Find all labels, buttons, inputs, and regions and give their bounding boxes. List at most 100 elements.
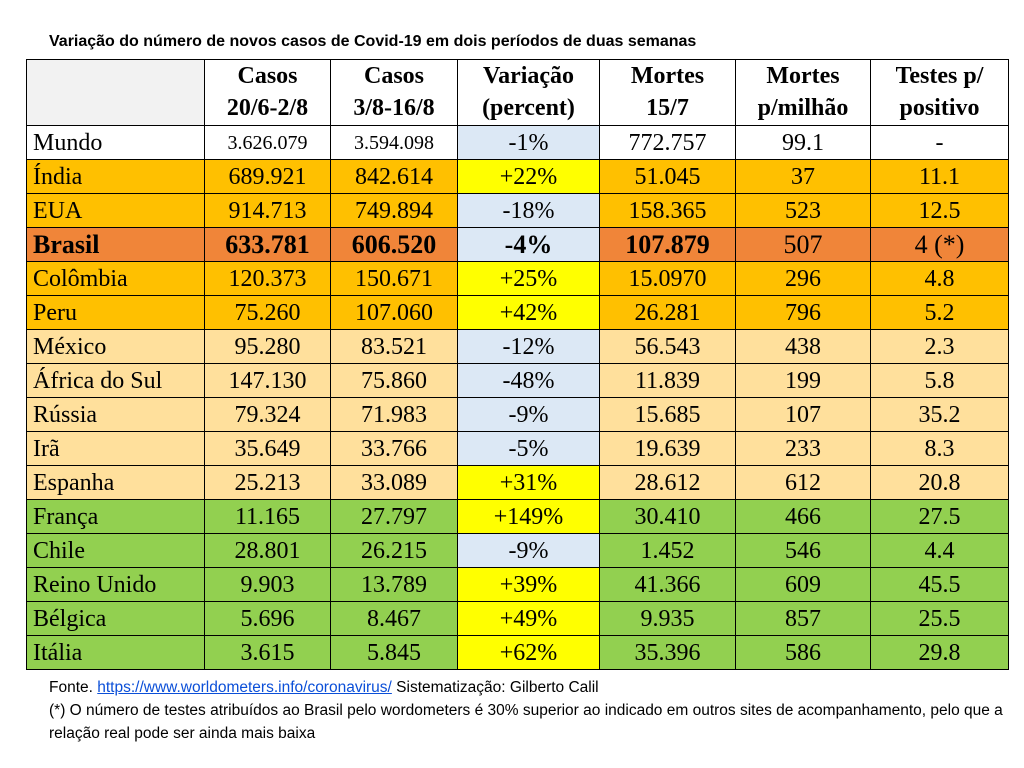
cell-mortes-por-milhao: 523 <box>735 193 871 228</box>
table-row: Reino Unido 9.903 13.789 +39% 41.366 609 45.5 <box>26 567 1009 602</box>
cell-testes-por-positivo: 11.1 <box>870 159 1009 194</box>
cell-mortes: 41.366 <box>599 567 736 602</box>
header-corner-cell <box>26 59 205 126</box>
cell-mortes-por-milhao: 609 <box>735 567 871 602</box>
header-line: Casos <box>237 63 298 90</box>
table-row: Itália 3.615 5.845 +62% 35.396 586 29.8 <box>26 635 1009 670</box>
table-row: França 11.165 27.797 +149% 30.410 466 27.5 <box>26 499 1009 534</box>
cell-mortes-por-milhao: 99.1 <box>735 125 871 160</box>
source-prefix: Fonte. <box>49 679 98 696</box>
cell-casos-periodo-2: 75.860 <box>330 363 458 398</box>
cell-testes-por-positivo: 4.4 <box>870 533 1009 568</box>
cell-casos-periodo-2: 33.089 <box>330 465 458 500</box>
cell-casos-periodo-2: 150.671 <box>330 261 458 296</box>
cell-testes-por-positivo: 4 (*) <box>870 227 1009 262</box>
cell-casos-periodo-2: 27.797 <box>330 499 458 534</box>
cell-mortes: 158.365 <box>599 193 736 228</box>
cell-country: Mundo <box>26 125 205 160</box>
cell-casos-periodo-2: 107.060 <box>330 295 458 330</box>
cell-casos-periodo-2: 26.215 <box>330 533 458 568</box>
cell-variacao: +149% <box>457 499 600 534</box>
covid-cases-table: Casos 20/6-2/8 Casos 3/8-16/8 Variação (… <box>26 59 1009 670</box>
cell-country: Reino Unido <box>26 567 205 602</box>
table-row: México 95.280 83.521 -12% 56.543 438 2.3 <box>26 329 1009 364</box>
header-line: Testes p/ <box>895 63 984 90</box>
source-link[interactable]: https://www.worldometers.info/coronaviru… <box>97 679 392 696</box>
cell-mortes-por-milhao: 233 <box>735 431 871 466</box>
cell-mortes: 30.410 <box>599 499 736 534</box>
footer-notes: Fonte. https://www.worldometers.info/cor… <box>49 676 1014 745</box>
cell-variacao: -1% <box>457 125 600 160</box>
header-line: Mortes <box>630 63 705 90</box>
cell-variacao: -4% <box>457 227 600 262</box>
cell-casos-periodo-1: 3.626.079 <box>204 125 331 160</box>
cell-variacao: -18% <box>457 193 600 228</box>
cell-testes-por-positivo: 8.3 <box>870 431 1009 466</box>
document-title: Variação do número de novos casos de Cov… <box>49 33 697 50</box>
header-testes-por-positivo: Testes p/ positivo <box>870 59 1009 126</box>
cell-casos-periodo-2: 8.467 <box>330 601 458 636</box>
cell-country: EUA <box>26 193 205 228</box>
header-line: (percent) <box>482 94 575 121</box>
cell-casos-periodo-1: 5.696 <box>204 601 331 636</box>
header-line: Casos <box>363 63 424 90</box>
cell-casos-periodo-1: 120.373 <box>204 261 331 296</box>
cell-testes-por-positivo: 45.5 <box>870 567 1009 602</box>
cell-variacao: -5% <box>457 431 600 466</box>
cell-casos-periodo-2: 3.594.098 <box>330 125 458 160</box>
cell-country: Irã <box>26 431 205 466</box>
table-row: Espanha 25.213 33.089 +31% 28.612 612 20.8 <box>26 465 1009 500</box>
cell-casos-periodo-1: 95.280 <box>204 329 331 364</box>
table-row: Índia 689.921 842.614 +22% 51.045 37 11.1 <box>26 159 1009 194</box>
cell-testes-por-positivo: 5.8 <box>870 363 1009 398</box>
cell-testes-por-positivo: 2.3 <box>870 329 1009 364</box>
cell-mortes: 51.045 <box>599 159 736 194</box>
table-row: Mundo 3.626.079 3.594.098 -1% 772.757 99.1- <box>26 125 1009 160</box>
cell-casos-periodo-1: 11.165 <box>204 499 331 534</box>
cell-country: Peru <box>26 295 205 330</box>
cell-testes-por-positivo: 4.8 <box>870 261 1009 296</box>
cell-testes-por-positivo: 12.5 <box>870 193 1009 228</box>
cell-casos-periodo-1: 75.260 <box>204 295 331 330</box>
header-line: 3/8-16/8 <box>353 94 435 121</box>
cell-variacao: +49% <box>457 601 600 636</box>
cell-casos-periodo-1: 689.921 <box>204 159 331 194</box>
table-row: Rússia 79.324 71.983 -9% 15.685 107 35.2 <box>26 397 1009 432</box>
cell-casos-periodo-1: 9.903 <box>204 567 331 602</box>
cell-casos-periodo-1: 147.130 <box>204 363 331 398</box>
cell-variacao: +62% <box>457 635 600 670</box>
cell-casos-periodo-2: 83.521 <box>330 329 458 364</box>
header-mortes-por-milhao: Mortes p/milhão <box>735 59 871 126</box>
table-row: Irã 35.649 33.766 -5% 19.639 233 8.3 <box>26 431 1009 466</box>
header-line: Mortes <box>766 63 840 90</box>
cell-country: Espanha <box>26 465 205 500</box>
table-header-row: Casos 20/6-2/8 Casos 3/8-16/8 Variação (… <box>26 59 1009 126</box>
cell-mortes: 9.935 <box>599 601 736 636</box>
cell-casos-periodo-2: 33.766 <box>330 431 458 466</box>
cell-casos-periodo-1: 25.213 <box>204 465 331 500</box>
cell-casos-periodo-2: 842.614 <box>330 159 458 194</box>
cell-mortes: 26.281 <box>599 295 736 330</box>
cell-testes-por-positivo: 25.5 <box>870 601 1009 636</box>
cell-variacao: -12% <box>457 329 600 364</box>
cell-casos-periodo-2: 71.983 <box>330 397 458 432</box>
cell-casos-periodo-1: 633.781 <box>204 227 331 262</box>
cell-testes-por-positivo: 20.8 <box>870 465 1009 500</box>
cell-mortes-por-milhao: 296 <box>735 261 871 296</box>
cell-mortes: 11.839 <box>599 363 736 398</box>
cell-casos-periodo-1: 35.649 <box>204 431 331 466</box>
cell-mortes-por-milhao: 199 <box>735 363 871 398</box>
cell-mortes-por-milhao: 796 <box>735 295 871 330</box>
cell-country: África do Sul <box>26 363 205 398</box>
cell-casos-periodo-1: 28.801 <box>204 533 331 568</box>
cell-variacao: -48% <box>457 363 600 398</box>
cell-country: França <box>26 499 205 534</box>
cell-country: Brasil <box>26 227 205 262</box>
cell-variacao: -9% <box>457 397 600 432</box>
cell-country: Índia <box>26 159 205 194</box>
cell-mortes: 15.685 <box>599 397 736 432</box>
table-row: Brasil 633.781 606.520 -4% 107.879 507 4 (*) <box>26 227 1009 262</box>
cell-mortes-por-milhao: 586 <box>735 635 871 670</box>
cell-country: Bélgica <box>26 601 205 636</box>
header-variacao: Variação (percent) <box>457 59 600 126</box>
